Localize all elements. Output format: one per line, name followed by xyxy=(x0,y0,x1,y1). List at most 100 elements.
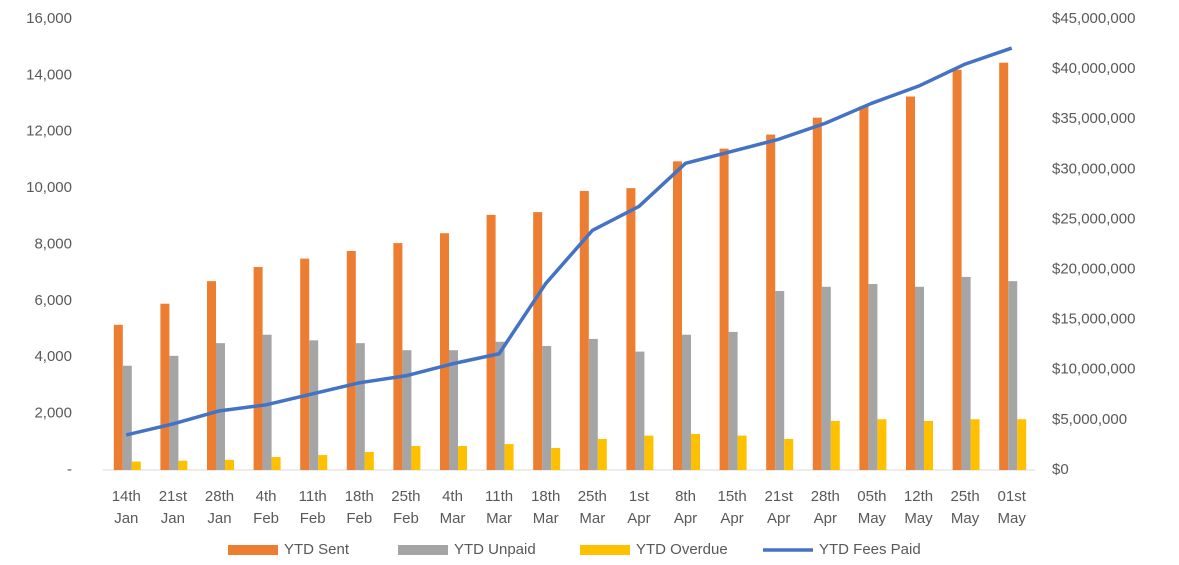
x-tick-label: 28th Jan xyxy=(205,488,234,527)
legend-swatch xyxy=(228,545,278,555)
x-tick-line: 12th xyxy=(904,488,933,505)
x-tick-line: 21st xyxy=(765,488,794,505)
x-tick-line: May xyxy=(998,510,1027,527)
x-tick-line: Feb xyxy=(253,510,279,527)
bar xyxy=(719,148,729,470)
x-tick-line: Feb xyxy=(346,510,372,527)
bar xyxy=(495,341,505,470)
x-tick-line: May xyxy=(951,510,980,527)
bar xyxy=(952,69,962,471)
bar xyxy=(542,345,552,470)
legend-label: YTD Sent xyxy=(284,541,350,558)
bar xyxy=(970,419,980,470)
bar xyxy=(961,276,971,470)
bar xyxy=(318,455,328,470)
x-tick-label: 18th Mar xyxy=(531,488,560,527)
x-tick-line: 18th xyxy=(345,488,374,505)
y2-tick-label: $0 xyxy=(1052,461,1069,478)
x-tick-line: Mar xyxy=(440,510,466,527)
x-tick-label: 25th Feb xyxy=(391,488,420,527)
y2-tick-label: $5,000,000 xyxy=(1052,411,1127,428)
x-tick-label: 21st Apr xyxy=(765,488,794,527)
bar xyxy=(504,444,514,470)
bar xyxy=(906,96,915,470)
x-tick-line: Jan xyxy=(114,510,138,527)
bar xyxy=(830,420,840,470)
x-tick-label: 14th Jan xyxy=(112,488,141,527)
bar xyxy=(728,331,738,470)
x-tick-line: 4th xyxy=(256,488,277,505)
bar xyxy=(364,451,374,470)
bar xyxy=(644,435,654,470)
bar xyxy=(253,267,263,470)
bar xyxy=(160,303,170,470)
x-tick-line: 1st xyxy=(629,488,650,505)
bar xyxy=(551,448,561,470)
x-tick-line: Apr xyxy=(767,510,790,527)
bar xyxy=(626,188,636,470)
bar xyxy=(458,446,467,470)
y-tick-label: - xyxy=(67,461,72,478)
x-tick-line: 21st xyxy=(159,488,188,505)
x-tick-line: 11th xyxy=(485,488,513,505)
bar xyxy=(859,106,869,470)
bar xyxy=(346,250,356,470)
x-tick-line: 28th xyxy=(205,488,234,505)
x-tick-label: 12th May xyxy=(904,488,933,527)
bar xyxy=(1017,419,1027,470)
y2-tick-label: $10,000,000 xyxy=(1052,361,1135,378)
legend-swatch xyxy=(398,545,448,555)
x-tick-label: 25th May xyxy=(950,488,979,527)
bar xyxy=(579,190,589,470)
x-tick-label: 4th Feb xyxy=(253,488,279,527)
x-tick-line: 4th xyxy=(442,488,463,505)
bar xyxy=(821,286,831,470)
x-tick-line: Mar xyxy=(486,510,512,527)
x-tick-label: 05th May xyxy=(857,488,886,527)
x-tick-line: Jan xyxy=(161,510,185,527)
bar xyxy=(588,338,598,470)
bar xyxy=(775,291,785,470)
bar xyxy=(635,351,645,470)
bar xyxy=(169,355,179,470)
x-tick-label: 4th Mar xyxy=(440,488,466,527)
y-tick-label: 2,000 xyxy=(34,405,72,422)
bar xyxy=(262,334,272,470)
bar xyxy=(597,438,607,470)
bar xyxy=(131,461,141,470)
bar xyxy=(178,460,188,470)
bar xyxy=(784,438,794,470)
x-tick-label: 18th Feb xyxy=(345,488,374,527)
bar xyxy=(868,283,878,470)
x-tick-line: 18th xyxy=(531,488,560,505)
y-tick-label: 8,000 xyxy=(34,235,72,252)
x-tick-line: 8th xyxy=(675,488,696,505)
x-tick-line: Mar xyxy=(579,510,605,527)
x-tick-label: 1st Apr xyxy=(627,488,650,527)
x-tick-label: 11th Mar xyxy=(485,488,513,527)
bar xyxy=(402,350,412,470)
bar xyxy=(300,258,310,470)
y2-tick-label: $45,000,000 xyxy=(1052,10,1135,27)
legend-swatch xyxy=(580,545,630,555)
bar xyxy=(355,343,365,470)
x-tick-line: 15th xyxy=(717,488,746,505)
legend-label: YTD Unpaid xyxy=(454,541,536,558)
bar xyxy=(113,324,123,470)
x-tick-line: Apr xyxy=(814,510,837,527)
x-tick-label: 8th Apr xyxy=(674,488,697,527)
bar xyxy=(533,212,543,470)
x-tick-line: Mar xyxy=(533,510,559,527)
bar xyxy=(1008,281,1018,470)
x-tick-line: 14th xyxy=(112,488,141,505)
x-tick-label: 21st Jan xyxy=(159,488,188,527)
y-tick-label: 6,000 xyxy=(34,292,72,309)
x-tick-line: Jan xyxy=(207,510,231,527)
legend-label: YTD Overdue xyxy=(636,541,728,558)
legend-label: YTD Fees Paid xyxy=(819,541,921,558)
bar xyxy=(737,435,747,470)
x-tick-line: May xyxy=(858,510,887,527)
bar xyxy=(393,243,403,470)
bar xyxy=(440,233,449,470)
